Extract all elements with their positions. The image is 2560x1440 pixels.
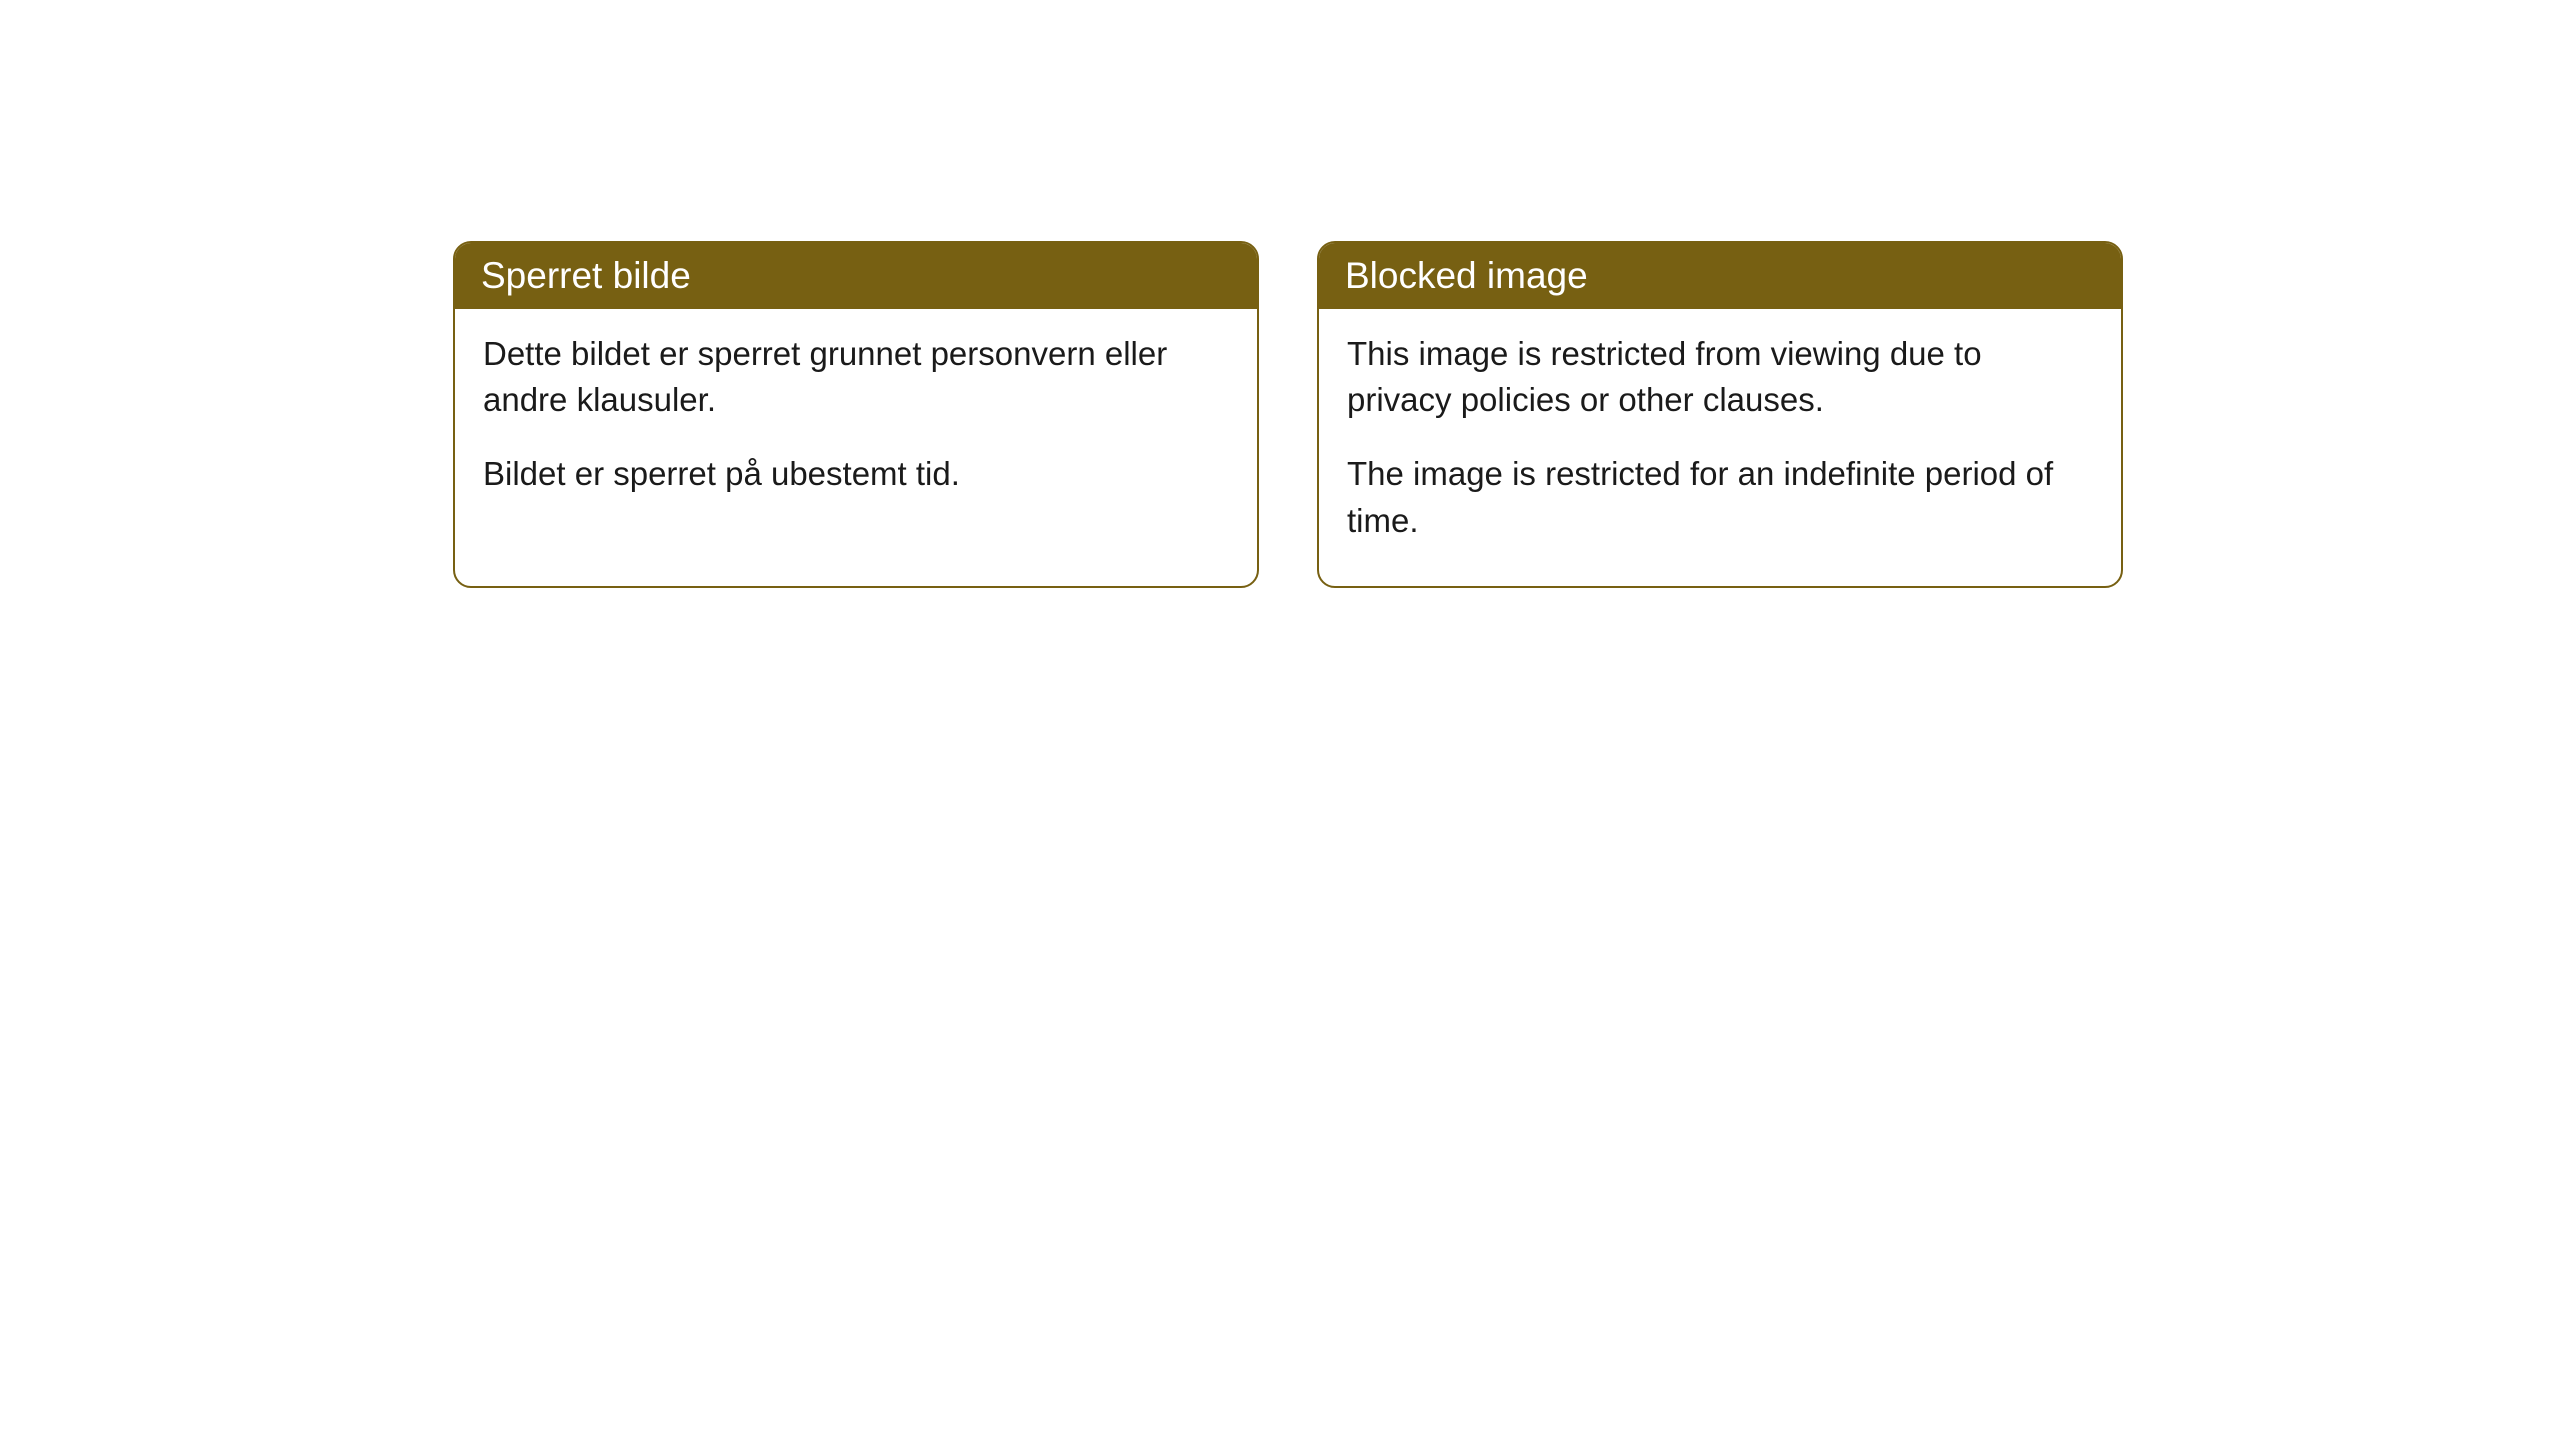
card-body-norwegian: Dette bildet er sperret grunnet personve… xyxy=(455,309,1257,540)
card-paragraph: The image is restricted for an indefinit… xyxy=(1347,451,2093,543)
card-header-norwegian: Sperret bilde xyxy=(455,243,1257,309)
card-paragraph: This image is restricted from viewing du… xyxy=(1347,331,2093,423)
card-english: Blocked image This image is restricted f… xyxy=(1317,241,2123,588)
card-paragraph: Bildet er sperret på ubestemt tid. xyxy=(483,451,1229,497)
card-header-english: Blocked image xyxy=(1319,243,2121,309)
cards-container: Sperret bilde Dette bildet er sperret gr… xyxy=(453,241,2560,588)
card-paragraph: Dette bildet er sperret grunnet personve… xyxy=(483,331,1229,423)
card-body-english: This image is restricted from viewing du… xyxy=(1319,309,2121,586)
card-norwegian: Sperret bilde Dette bildet er sperret gr… xyxy=(453,241,1259,588)
